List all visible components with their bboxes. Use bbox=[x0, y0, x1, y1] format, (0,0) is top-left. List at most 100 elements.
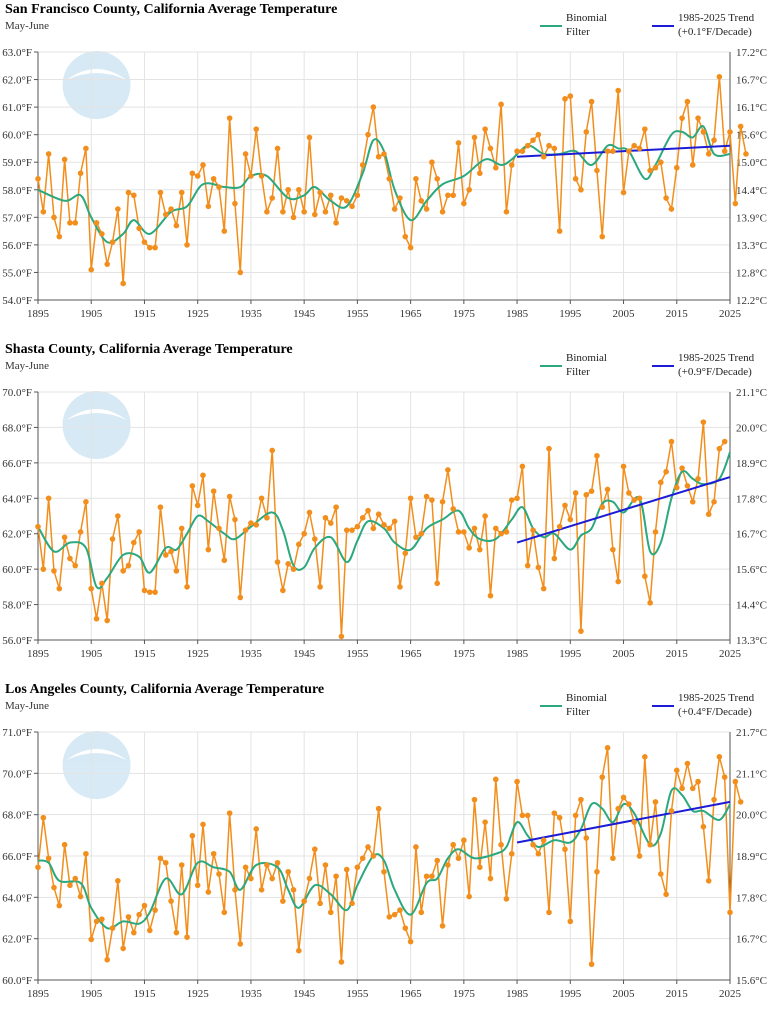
data-point bbox=[535, 564, 542, 571]
data-point bbox=[578, 796, 584, 803]
data-point bbox=[232, 200, 238, 207]
data-point bbox=[567, 516, 574, 523]
data-point bbox=[450, 841, 457, 848]
data-point bbox=[620, 794, 627, 801]
data-point bbox=[237, 594, 244, 601]
data-point bbox=[115, 878, 121, 884]
y-tick-label-f: 68.0°F bbox=[2, 422, 32, 434]
data-point bbox=[221, 557, 228, 564]
chart-title: San Francisco County, California Average… bbox=[5, 2, 338, 17]
data-point bbox=[471, 525, 478, 532]
y-tick-label-f: 68.0°F bbox=[2, 810, 32, 822]
data-point bbox=[338, 195, 345, 201]
data-point bbox=[210, 488, 217, 494]
data-point bbox=[264, 862, 270, 868]
data-point bbox=[381, 151, 387, 157]
chart-subtitle: May-June bbox=[5, 700, 49, 712]
x-tick-label: 1975 bbox=[453, 308, 476, 320]
data-point bbox=[216, 525, 222, 532]
data-point bbox=[141, 587, 148, 594]
data-point bbox=[51, 214, 57, 221]
data-point bbox=[594, 452, 600, 459]
chart-panel-shasta: Shasta County, California Average Temper… bbox=[0, 340, 769, 680]
data-point bbox=[658, 159, 664, 166]
data-point bbox=[51, 568, 57, 574]
data-point bbox=[184, 934, 190, 940]
data-point bbox=[269, 875, 276, 882]
data-point bbox=[594, 167, 600, 174]
data-point bbox=[173, 929, 180, 936]
data-point bbox=[370, 104, 377, 110]
data-point bbox=[67, 555, 73, 562]
data-point bbox=[67, 220, 73, 226]
data-point bbox=[455, 140, 462, 146]
data-point bbox=[258, 173, 265, 179]
data-point bbox=[83, 850, 89, 857]
y-tick-label-f: 62.0°F bbox=[2, 75, 32, 87]
data-point bbox=[194, 173, 201, 179]
data-point bbox=[434, 580, 441, 587]
data-point bbox=[695, 476, 701, 482]
data-point bbox=[530, 841, 536, 848]
data-point bbox=[338, 633, 345, 640]
data-point bbox=[423, 493, 430, 500]
noaa-logo-circle bbox=[62, 731, 131, 799]
x-tick-label: 1915 bbox=[133, 988, 156, 1000]
data-point bbox=[477, 170, 483, 177]
data-point bbox=[551, 810, 558, 816]
trend-line bbox=[516, 800, 731, 844]
data-point bbox=[423, 873, 430, 880]
x-tick-label: 1965 bbox=[400, 308, 423, 320]
plot-area: 60.0°F 15.6°C 62.0°F 16.7°C 64.0°F 17.8°C 66.0… bbox=[2, 727, 767, 1000]
y-tick-label-c: 13.9°C bbox=[736, 212, 767, 224]
data-point bbox=[583, 129, 590, 135]
data-point bbox=[610, 148, 616, 154]
data-point bbox=[466, 893, 472, 900]
data-point bbox=[349, 203, 355, 210]
data-point bbox=[285, 868, 291, 875]
data-point bbox=[248, 875, 254, 882]
data-point bbox=[556, 814, 563, 821]
data-point bbox=[386, 525, 393, 532]
chart-subtitle: May-June bbox=[5, 20, 49, 32]
data-point bbox=[615, 805, 622, 812]
data-point bbox=[136, 911, 142, 918]
data-point bbox=[253, 522, 260, 528]
data-point bbox=[125, 914, 132, 920]
data-point bbox=[61, 841, 68, 848]
data-point bbox=[131, 929, 137, 936]
data-point bbox=[700, 129, 707, 135]
x-tick-label: 1935 bbox=[240, 648, 263, 660]
data-point bbox=[434, 857, 441, 864]
data-point bbox=[578, 186, 584, 193]
legend-trend-label: 1985-2025 Trend (+0.1°F/Decade) bbox=[678, 12, 755, 38]
data-point bbox=[477, 546, 483, 553]
x-tick-label: 1905 bbox=[80, 988, 103, 1000]
data-point bbox=[737, 799, 744, 805]
data-point bbox=[375, 805, 382, 812]
data-point bbox=[461, 529, 467, 535]
data-point bbox=[455, 529, 462, 535]
data-point bbox=[439, 923, 446, 929]
data-point bbox=[466, 186, 472, 193]
data-point bbox=[689, 499, 696, 505]
x-tick-label: 2015 bbox=[666, 648, 689, 660]
legend-filter-swatch bbox=[540, 365, 562, 367]
data-point bbox=[514, 778, 520, 785]
data-point bbox=[210, 850, 217, 857]
data-point bbox=[679, 785, 685, 792]
data-point bbox=[578, 628, 584, 634]
data-point bbox=[162, 211, 169, 218]
data-point bbox=[162, 552, 169, 558]
data-point bbox=[588, 98, 595, 105]
data-point bbox=[109, 536, 116, 542]
data-point bbox=[413, 534, 419, 541]
data-point bbox=[343, 198, 350, 204]
data-point bbox=[386, 914, 393, 920]
data-point bbox=[45, 855, 52, 862]
y-tick-label-f: 57.0°F bbox=[2, 212, 32, 224]
data-point bbox=[519, 812, 526, 819]
data-point bbox=[370, 525, 377, 532]
data-point bbox=[248, 520, 254, 526]
data-point bbox=[599, 504, 606, 510]
